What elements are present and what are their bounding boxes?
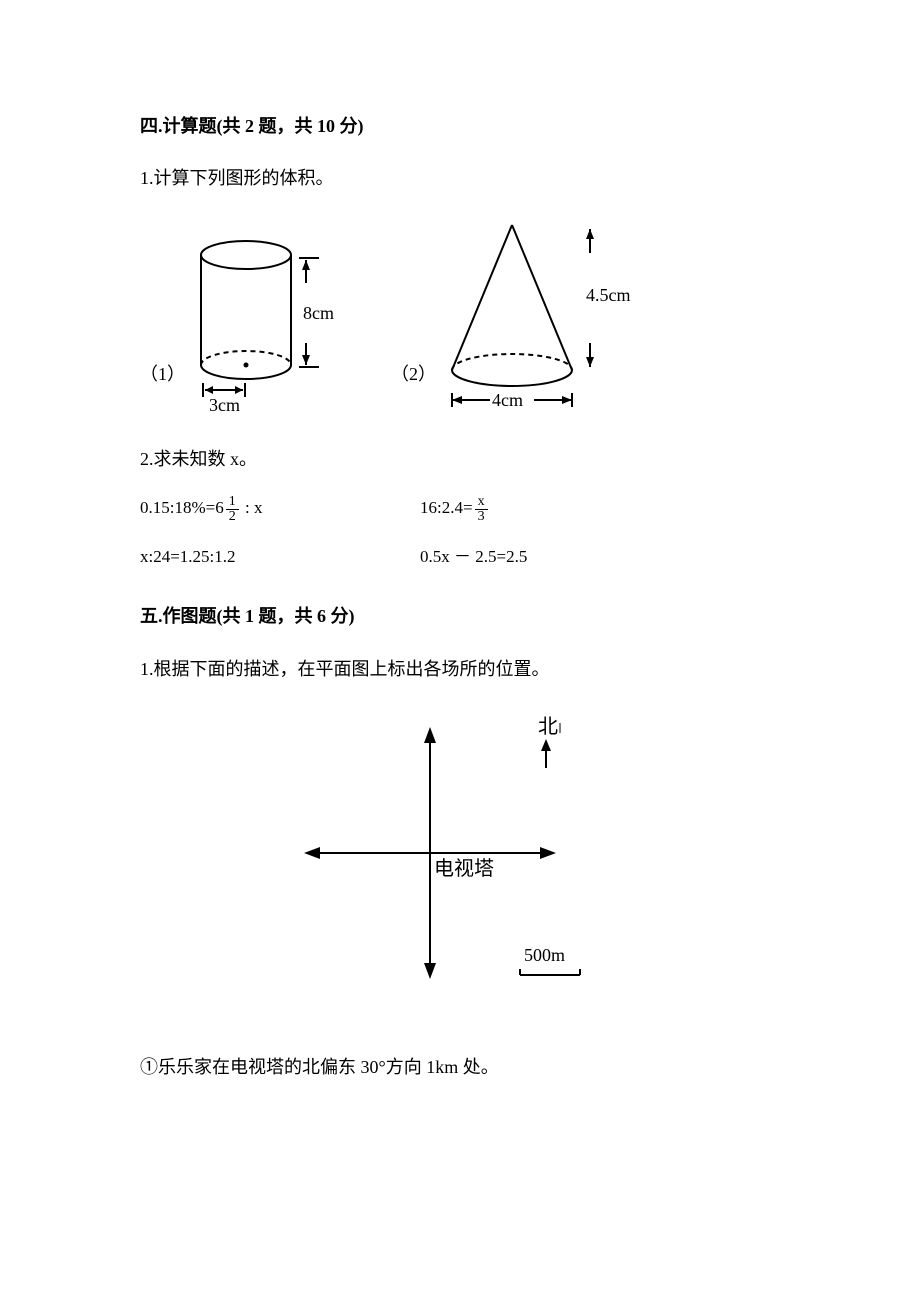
- svg-text:北: 北: [538, 715, 558, 738]
- eq2: 16:2.4=x3: [420, 493, 700, 524]
- svg-text:500m: 500m: [524, 945, 565, 965]
- eq2-den: 3: [475, 510, 488, 524]
- eq1: 0.15:18%=612 : x: [140, 493, 420, 524]
- eq2-prefix: 16:2.4=: [420, 498, 473, 517]
- q4-2-prompt: 2.求未知数 x。: [140, 443, 780, 475]
- svg-text:4cm: 4cm: [492, 390, 523, 410]
- q5-1-sub1: ①乐乐家在电视塔的北偏东 30°方向 1km 处。: [140, 1051, 780, 1083]
- figures-row: （1） 3cm 8cm: [140, 215, 780, 415]
- cone-svg: 4.5cm 4cm: [442, 215, 642, 415]
- eq1-num: 1: [226, 495, 239, 510]
- svg-text:8cm: 8cm: [303, 303, 334, 323]
- eq4: 0.5x － 2.5=2.5: [420, 542, 700, 573]
- cylinder-svg: 3cm 8cm: [191, 225, 351, 415]
- cone-figure-wrap: （2） 4.5cm 4cm: [391, 215, 642, 415]
- eq1-den: 2: [226, 510, 239, 524]
- q5-1-prompt: 1.根据下面的描述，在平面图上标出各场所的位置。: [140, 653, 780, 685]
- svg-text:电视塔: 电视塔: [434, 857, 494, 880]
- cone-label: （2）: [391, 358, 436, 414]
- q4-1-prompt: 1.计算下列图形的体积。: [140, 162, 780, 194]
- section4-heading: 四.计算题(共 2 题，共 10 分): [140, 110, 780, 142]
- eq2-fraction: x3: [475, 495, 488, 524]
- eq1-prefix: 0.15:18%=6: [140, 498, 224, 517]
- svg-text:3cm: 3cm: [209, 395, 240, 415]
- section5-heading: 五.作图题(共 1 题，共 6 分): [140, 600, 780, 632]
- compass-area: 北 电视塔 500m: [140, 703, 780, 1023]
- eq1-fraction: 12: [226, 495, 239, 524]
- compass-svg: 北 电视塔 500m: [290, 703, 630, 1023]
- eq1-suffix: : x: [241, 498, 263, 517]
- cylinder-label: （1）: [140, 358, 185, 414]
- eq2-num: x: [475, 495, 488, 510]
- eq3: x:24=1.25:1.2: [140, 542, 420, 573]
- svg-text:4.5cm: 4.5cm: [586, 285, 631, 305]
- cylinder-figure-wrap: （1） 3cm 8cm: [140, 225, 351, 415]
- equations-grid: 0.15:18%=612 : x 16:2.4=x3 x:24=1.25:1.2…: [140, 493, 780, 572]
